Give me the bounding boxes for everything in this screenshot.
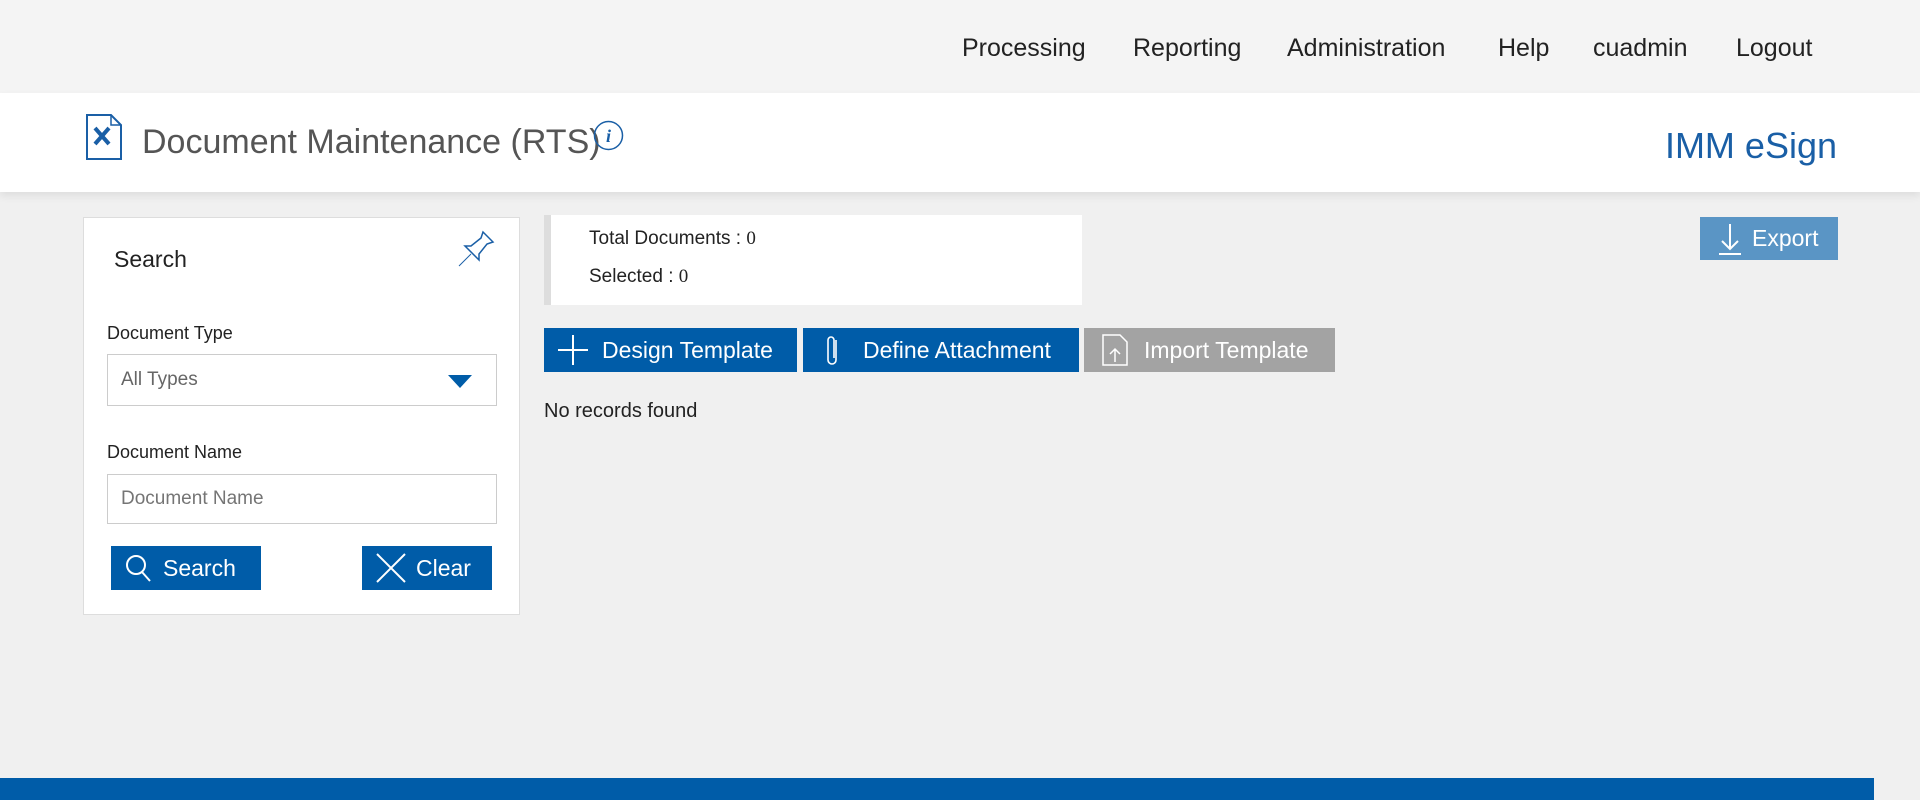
close-icon (376, 553, 406, 583)
search-panel-title: Search (114, 246, 187, 272)
document-type-value: All Types (121, 369, 198, 390)
search-panel: Search Document Type All Types Document … (83, 217, 520, 615)
summary-box: Total Documents : 0 Selected : 0 (544, 215, 1082, 305)
document-name-label: Document Name (107, 442, 243, 462)
total-documents: Total Documents : 0 (589, 228, 756, 250)
search-icon (126, 555, 151, 582)
document-type-label: Document Type (107, 323, 233, 343)
define-attachment-label: Define Attachment (863, 336, 1051, 363)
selected-documents: Selected : 0 (589, 266, 688, 288)
top-nav-bar: Processing Reporting Administration Help… (0, 0, 1920, 93)
nav-administration[interactable]: Administration (1287, 34, 1446, 62)
brand-name: IMM eSign (1664, 125, 1837, 166)
svg-text:i: i (606, 126, 611, 146)
file-upload-icon (1102, 334, 1128, 366)
selected-label: Selected : (589, 266, 679, 287)
page-header: Document Maintenance (RTS) i IMM eSign (0, 93, 1920, 192)
document-name-input[interactable] (107, 474, 497, 524)
total-documents-label: Total Documents : (589, 228, 747, 249)
import-template-label: Import Template (1144, 336, 1309, 363)
define-attachment-button[interactable]: Define Attachment (803, 328, 1079, 372)
chevron-down-icon (448, 375, 472, 388)
nav-logout[interactable]: Logout (1736, 34, 1813, 62)
total-documents-value: 0 (746, 228, 756, 249)
page-title: Document Maintenance (RTS) (142, 123, 601, 161)
plus-icon (558, 335, 588, 365)
empty-results-message: No records found (544, 400, 698, 422)
clear-button-label: Clear (416, 554, 471, 581)
document-tools-icon (86, 114, 122, 160)
nav-user[interactable]: cuadmin (1593, 34, 1688, 62)
pin-icon[interactable] (457, 228, 497, 270)
document-type-select[interactable]: All Types (107, 354, 497, 406)
selected-value: 0 (678, 266, 689, 287)
download-icon (1719, 223, 1741, 255)
search-button[interactable]: Search (111, 546, 261, 590)
footer-bar (0, 778, 1874, 800)
export-button-label: Export (1752, 225, 1819, 251)
search-button-label: Search (163, 554, 236, 581)
nav-reporting[interactable]: Reporting (1133, 34, 1242, 62)
nav-processing[interactable]: Processing (962, 34, 1086, 62)
clear-button[interactable]: Clear (362, 546, 492, 590)
design-template-button[interactable]: Design Template (544, 328, 797, 372)
design-template-label: Design Template (602, 336, 773, 363)
export-button[interactable]: Export (1700, 217, 1838, 260)
info-icon[interactable]: i (593, 120, 624, 151)
paperclip-icon (827, 336, 837, 365)
nav-help[interactable]: Help (1498, 34, 1550, 62)
import-template-button[interactable]: Import Template (1084, 328, 1335, 372)
